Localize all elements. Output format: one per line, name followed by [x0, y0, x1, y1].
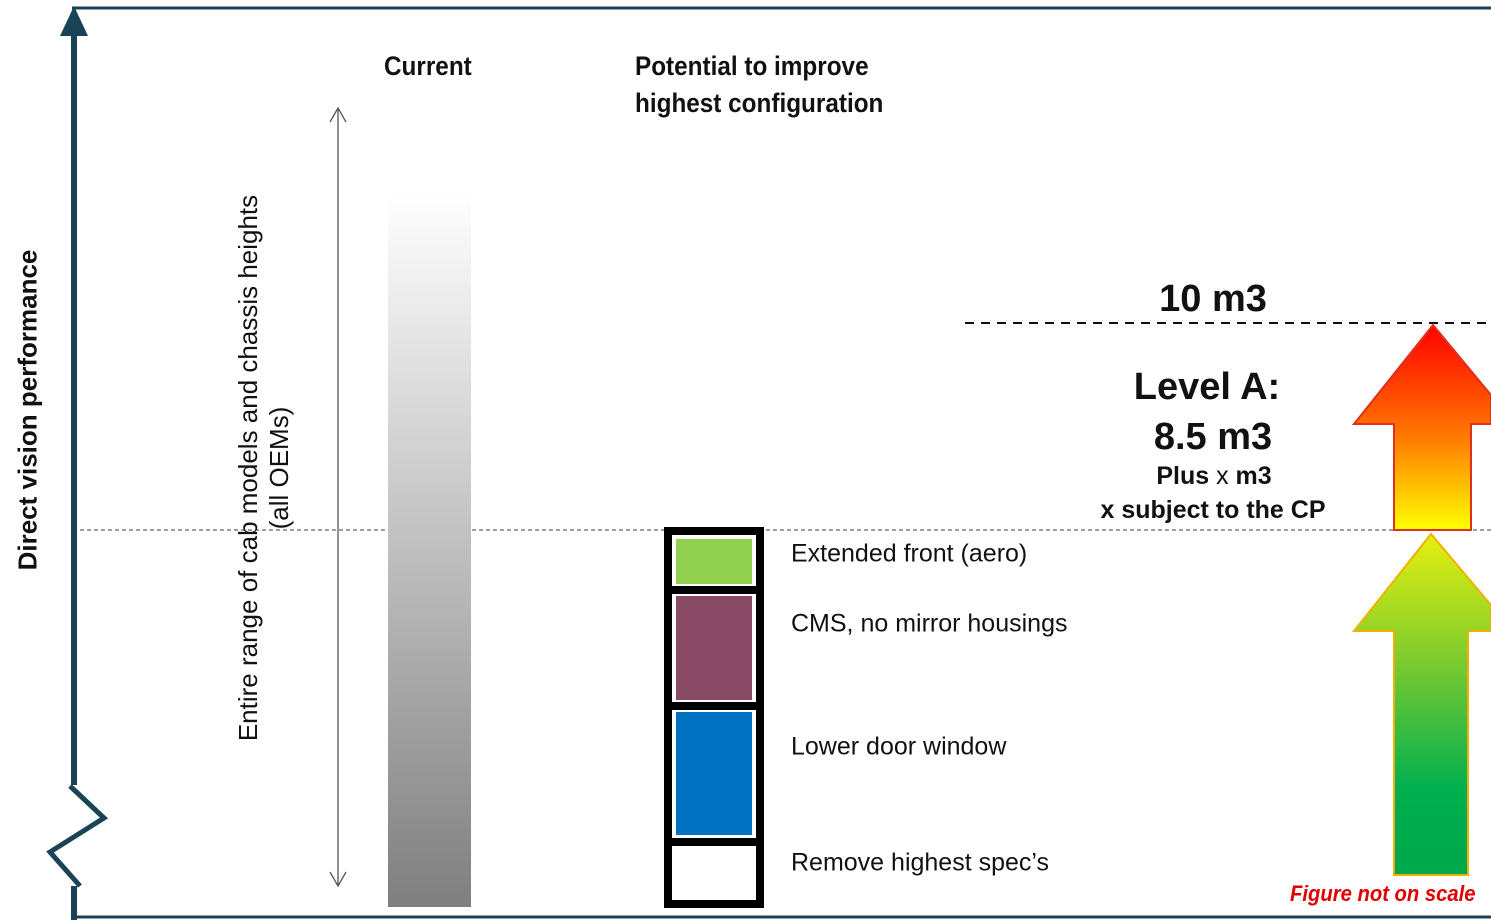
target-value-label: 10 m3: [1159, 278, 1267, 320]
column-header-potential: Potential to improve highest configurati…: [635, 51, 884, 118]
improvement-label-lower-door-window: Lower door window: [791, 732, 1007, 761]
improvement-block-cms: [676, 596, 752, 700]
improvement-label-cms: CMS, no mirror housings: [791, 609, 1068, 638]
level-a-title: Level A:: [1133, 366, 1281, 408]
level-a-value: 8.5 m3: [1153, 416, 1273, 458]
level-a-up-arrow: [1351, 323, 1491, 531]
improvement-label-remove-highest-specs: Remove highest spec’s: [791, 848, 1050, 877]
range-double-arrow: [329, 106, 347, 888]
improvement-block-lower-door-window: [676, 712, 752, 835]
y-axis-title: Direct vision performance: [12, 249, 43, 571]
level-a-note: x subject to the CP: [1100, 496, 1326, 524]
level-a-plus: Plus x m3: [1156, 462, 1271, 491]
improvement-block-extended-front: [676, 539, 752, 584]
improvement-block-remove-highest-specs: [676, 849, 752, 897]
y-axis-arrowhead: [60, 6, 88, 36]
y-axis: [46, 6, 109, 920]
baseline-up-arrow: [1351, 532, 1491, 876]
axis-break-icon: [46, 784, 109, 888]
improvement-label-extended-front: Extended front (aero): [791, 539, 1028, 568]
level-a-plus-x: x: [1216, 462, 1229, 490]
level-a-plus-suffix: m3: [1228, 462, 1272, 490]
column-header-current: Current: [384, 51, 472, 81]
current-range-bar: [388, 95, 471, 907]
footnote: Figure not on scale: [1290, 881, 1476, 906]
improvements-stack-frame: [664, 527, 764, 908]
level-a-plus-prefix: Plus: [1156, 462, 1217, 490]
range-label: Entire range of cab models and chassis h…: [233, 194, 294, 742]
